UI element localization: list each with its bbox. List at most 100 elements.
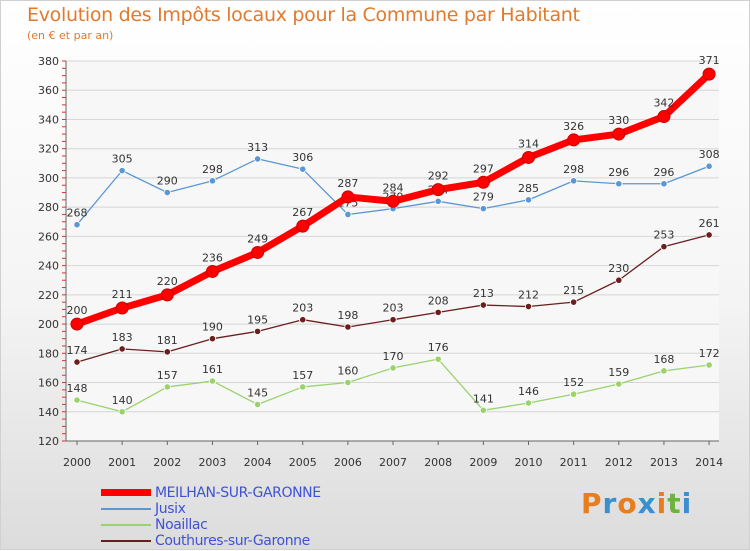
logo-letter: i: [656, 487, 668, 520]
data-point: [299, 316, 307, 324]
data-point: [570, 390, 578, 398]
data-point: [73, 358, 81, 366]
data-label: 261: [699, 217, 720, 230]
data-label: 190: [202, 321, 223, 334]
logo-letter: x: [637, 487, 657, 520]
data-point: [344, 378, 352, 387]
data-label: 290: [157, 175, 178, 188]
data-point: [208, 177, 217, 185]
data-label: 152: [563, 376, 584, 389]
data-label: 141: [473, 392, 494, 405]
legend-item-noaillac: Noaillac: [101, 517, 401, 533]
logo-letter: r: [602, 487, 618, 520]
data-label: 157: [292, 369, 313, 382]
logo-letter: P: [581, 487, 603, 520]
data-point: [660, 367, 668, 375]
data-point: [208, 335, 217, 343]
data-point: [660, 243, 668, 251]
x-tick-label: 2008: [424, 456, 452, 469]
data-label: 268: [67, 207, 88, 220]
logo-letter: o: [617, 487, 638, 520]
x-tick-label: 2001: [108, 456, 136, 469]
data-point: [570, 298, 578, 306]
data-label: 148: [67, 382, 88, 395]
data-point: [118, 167, 126, 175]
data-label: 203: [292, 302, 313, 315]
data-point: [434, 355, 442, 363]
data-point: [567, 133, 581, 147]
x-tick-label: 2000: [63, 456, 91, 469]
data-label: 212: [518, 289, 539, 302]
data-label: 176: [428, 341, 449, 354]
data-label: 285: [518, 182, 539, 195]
data-label: 292: [428, 170, 449, 183]
legend-label-noaillac: Noaillac: [155, 517, 208, 533]
data-point: [524, 302, 533, 311]
data-label: 287: [337, 177, 358, 190]
y-tick-label: 160: [38, 377, 59, 390]
legend-swatch-jusix: [101, 508, 151, 510]
data-label: 236: [202, 251, 223, 264]
data-point: [254, 155, 262, 163]
y-tick-label: 380: [38, 55, 59, 68]
y-tick-label: 260: [38, 230, 59, 243]
data-point: [705, 162, 713, 170]
chart-subtitle: (en € et par an): [27, 29, 114, 42]
logo-letter: i: [681, 487, 693, 520]
data-point: [70, 317, 84, 331]
data-point: [344, 210, 352, 219]
y-tick-label: 240: [38, 260, 59, 273]
data-label: 213: [473, 287, 494, 300]
data-label: 203: [383, 302, 404, 315]
data-label: 298: [563, 163, 584, 176]
data-label: 181: [157, 334, 178, 347]
legend-item-meilhan: MEILHAN-SUR-GARONNE: [101, 485, 401, 501]
data-point: [344, 323, 352, 331]
data-point: [254, 327, 262, 335]
data-label: 253: [653, 229, 674, 242]
y-tick-label: 340: [38, 113, 59, 126]
x-tick-label: 2006: [334, 456, 362, 469]
legend: MEILHAN-SUR-GARONNE Jusix Noaillac Couth…: [101, 485, 401, 549]
data-point: [208, 377, 217, 385]
proxiti-logo: Proxiti: [581, 487, 692, 520]
data-label: 297: [473, 162, 494, 175]
legend-swatch-meilhan: [101, 489, 151, 496]
data-label: 161: [202, 363, 223, 376]
y-tick-label: 300: [38, 172, 59, 185]
x-tick-label: 2005: [289, 456, 317, 469]
x-tick-label: 2007: [379, 456, 407, 469]
data-label: 200: [67, 304, 88, 317]
legend-label-couthures: Couthures-sur-Garonne: [155, 533, 310, 549]
data-label: 314: [518, 137, 539, 150]
data-point: [570, 177, 578, 185]
data-label: 305: [112, 153, 133, 166]
data-label: 249: [247, 232, 268, 245]
data-point: [251, 245, 265, 259]
legend-label-jusix: Jusix: [155, 501, 186, 517]
y-tick-label: 140: [38, 406, 59, 419]
data-point: [434, 197, 442, 205]
data-label: 279: [473, 191, 494, 204]
y-tick-label: 320: [38, 143, 59, 156]
legend-swatch-noaillac: [101, 524, 151, 526]
y-tick-label: 220: [38, 289, 59, 302]
data-point: [705, 231, 713, 239]
data-point: [524, 399, 533, 407]
data-label: 159: [608, 366, 629, 379]
data-label: 230: [608, 262, 629, 275]
data-point: [431, 183, 445, 197]
data-point: [163, 348, 171, 356]
data-label: 306: [292, 151, 313, 164]
y-tick-label: 200: [38, 318, 59, 331]
data-label: 296: [653, 166, 674, 179]
x-tick-label: 2002: [153, 456, 181, 469]
data-point: [615, 276, 623, 284]
data-label: 170: [383, 350, 404, 363]
data-point: [615, 380, 623, 388]
y-tick-label: 360: [38, 84, 59, 97]
x-tick-label: 2009: [469, 456, 497, 469]
chart-title: Evolution des Impôts locaux pour la Comm…: [27, 4, 580, 26]
data-point: [522, 150, 535, 164]
data-label: 211: [112, 288, 133, 301]
